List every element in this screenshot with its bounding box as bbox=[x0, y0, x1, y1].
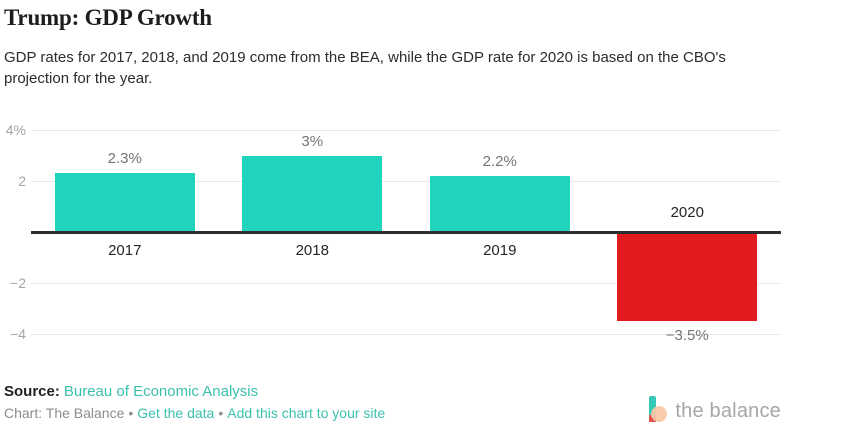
y-axis-tick-label: 2 bbox=[18, 173, 26, 189]
y-axis-tick-label: −2 bbox=[10, 275, 26, 291]
separator-dot: • bbox=[218, 405, 224, 421]
bar-value-label: 3% bbox=[301, 132, 324, 150]
bar bbox=[429, 175, 570, 232]
source-label: Source: bbox=[4, 383, 60, 400]
y-axis-tick-label: −4 bbox=[10, 326, 26, 342]
y-axis-tick-label: 4% bbox=[5, 122, 26, 138]
source-line: Source: Bureau of Economic Analysis bbox=[4, 382, 258, 401]
gridline bbox=[31, 283, 781, 284]
logo-circle-shape bbox=[651, 406, 668, 422]
zero-axis-line bbox=[31, 231, 781, 234]
credit-line: Chart: The Balance • Get the data • Add this… bbox=[4, 404, 385, 422]
source-link[interactable]: Bureau of Economic Analysis bbox=[63, 383, 259, 400]
bar bbox=[617, 232, 758, 322]
bar-chart: 4% 2 −2 −4 2.3% 2017 3% 2018 2.2% 2019 −3.5% 2020 bbox=[0, 115, 845, 357]
bar-value-label: 2.3% bbox=[107, 150, 142, 168]
bar-value-label: 2.2% bbox=[482, 152, 517, 170]
x-axis-category-label: 2020 bbox=[670, 204, 704, 221]
logo-text: the balance bbox=[675, 400, 781, 422]
bar-value-label: −3.5% bbox=[665, 327, 709, 345]
separator-dot: • bbox=[128, 405, 134, 421]
chart-subtitle: GDP rates for 2017, 2018, and 2019 come … bbox=[4, 49, 726, 87]
the-balance-logo: the balance bbox=[649, 396, 781, 426]
add-chart-link[interactable]: Add this chart to your site bbox=[227, 405, 386, 421]
chart-credit-text: Chart: The Balance bbox=[4, 405, 125, 421]
x-axis-category-label: 2018 bbox=[295, 242, 329, 259]
get-data-link[interactable]: Get the data bbox=[137, 405, 215, 421]
gridline bbox=[31, 334, 781, 335]
x-axis-category-label: 2017 bbox=[108, 242, 142, 259]
bar bbox=[54, 173, 195, 232]
x-axis-category-label: 2019 bbox=[483, 242, 517, 259]
chart-title: Trump: GDP Growth bbox=[4, 5, 212, 30]
gridline bbox=[31, 181, 781, 182]
the-balance-logo-icon bbox=[649, 396, 668, 426]
gridline bbox=[31, 130, 781, 131]
bar bbox=[242, 155, 383, 232]
